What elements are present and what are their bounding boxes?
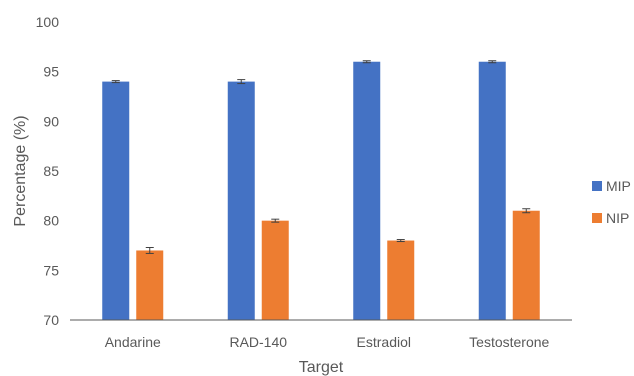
legend-item-mip: MIP <box>592 178 631 194</box>
error-bar-nip-rad-140 <box>271 218 280 223</box>
bar-mip-rad-140 <box>227 81 255 320</box>
bar-mip-andarine <box>102 81 130 320</box>
x-tick-label: RAD-140 <box>229 334 287 350</box>
error-bar-nip-testosterone <box>522 208 531 214</box>
y-tick-label: 80 <box>43 213 59 229</box>
bar-nip-testosterone <box>512 210 540 320</box>
error-bar-nip-andarine <box>145 246 154 254</box>
bar-nip-estradiol <box>387 240 415 320</box>
y-tick-label: 85 <box>43 163 59 179</box>
error-bar-mip-andarine <box>111 80 120 84</box>
bars <box>102 61 540 320</box>
legend-label: MIP <box>606 178 631 194</box>
legend-item-nip: NIP <box>592 210 629 226</box>
legend-swatch <box>592 213 602 223</box>
error-bar-nip-estradiol <box>396 239 405 243</box>
x-axis-ticks: Andarine RAD-140 Estradiol Testosterone <box>105 334 550 350</box>
x-tick-label: Andarine <box>105 334 161 350</box>
legend-swatch <box>592 181 602 191</box>
y-tick-label: 95 <box>43 64 59 80</box>
error-bar-mip-testosterone <box>488 60 497 64</box>
y-tick-label: 100 <box>36 14 60 30</box>
bar-mip-estradiol <box>353 61 381 320</box>
bar-nip-rad-140 <box>261 220 289 320</box>
x-tick-label: Testosterone <box>469 334 549 350</box>
error-bar-mip-estradiol <box>362 60 371 64</box>
x-axis-title: Target <box>299 359 344 376</box>
bar-nip-andarine <box>136 250 164 320</box>
y-axis-ticks: 70 75 80 85 90 95 100 <box>36 14 60 328</box>
legend: MIP NIP <box>592 178 631 226</box>
y-axis-title: Percentage (%) <box>12 115 29 226</box>
x-tick-label: Estradiol <box>357 334 411 350</box>
y-tick-label: 75 <box>43 262 59 278</box>
error-bar-mip-rad-140 <box>237 79 246 85</box>
y-tick-label: 90 <box>43 113 59 129</box>
error-bars <box>111 60 531 254</box>
bar-mip-testosterone <box>478 61 506 320</box>
y-tick-label: 70 <box>43 312 59 328</box>
legend-label: NIP <box>606 210 629 226</box>
